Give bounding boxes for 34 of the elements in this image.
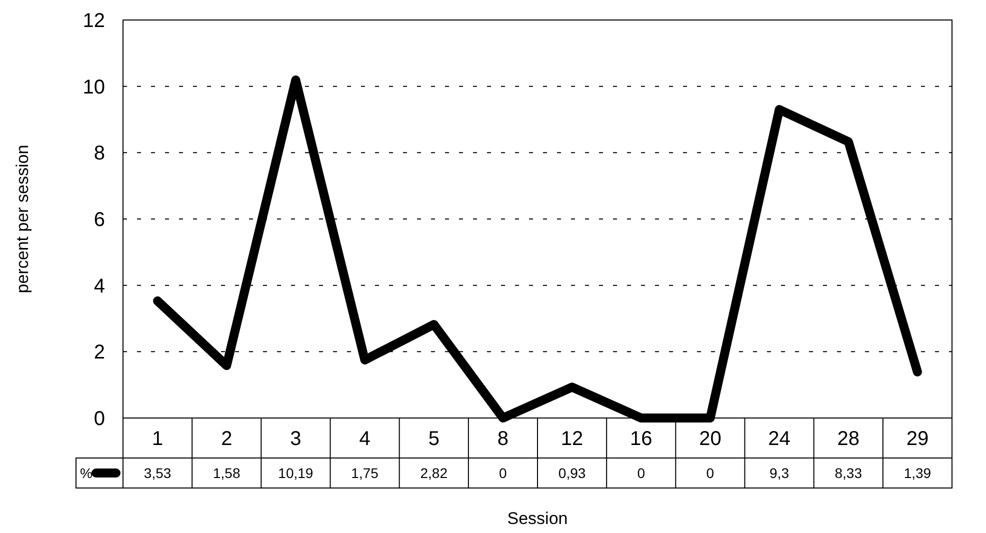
- data-label: 0: [706, 464, 714, 481]
- y-axis-title: percent per session: [13, 144, 32, 294]
- data-label: 2,82: [420, 464, 448, 481]
- x-tick-label: 29: [906, 428, 929, 450]
- data-label: 1,75: [351, 464, 379, 481]
- x-tick-label: 8: [497, 428, 509, 450]
- data-label: 0: [499, 464, 508, 481]
- y-tick-label: 12: [82, 10, 105, 32]
- y-tick-label: 0: [94, 408, 105, 430]
- x-tick-label: 24: [768, 428, 790, 450]
- y-tick-label: 6: [94, 209, 105, 231]
- data-label: 1,58: [213, 464, 240, 481]
- legend-label: %: [80, 464, 92, 481]
- data-label: 10,19: [278, 464, 314, 481]
- y-tick-label: 10: [82, 76, 105, 98]
- y-tick-label: 2: [94, 342, 105, 364]
- data-label: 0,93: [558, 464, 586, 481]
- x-tick-label: 28: [837, 428, 860, 450]
- x-tick-label: 20: [699, 428, 722, 450]
- x-tick-label: 1: [152, 428, 164, 450]
- data-label: 9,3: [770, 464, 790, 481]
- data-label: 0: [637, 464, 646, 481]
- x-tick-label: 3: [290, 428, 302, 450]
- x-tick-label: 2: [221, 428, 232, 450]
- y-tick-label: 4: [94, 275, 105, 298]
- y-tick-label: 8: [94, 142, 105, 165]
- x-tick-label: 16: [630, 428, 652, 450]
- data-label: 1,39: [904, 464, 932, 481]
- data-label: 8,33: [834, 464, 862, 481]
- x-tick-label: 4: [359, 428, 370, 450]
- x-tick-label: 12: [560, 428, 584, 450]
- x-axis-title: Session: [507, 509, 568, 528]
- x-tick-label: 5: [428, 428, 440, 450]
- data-label: 3,53: [144, 464, 172, 481]
